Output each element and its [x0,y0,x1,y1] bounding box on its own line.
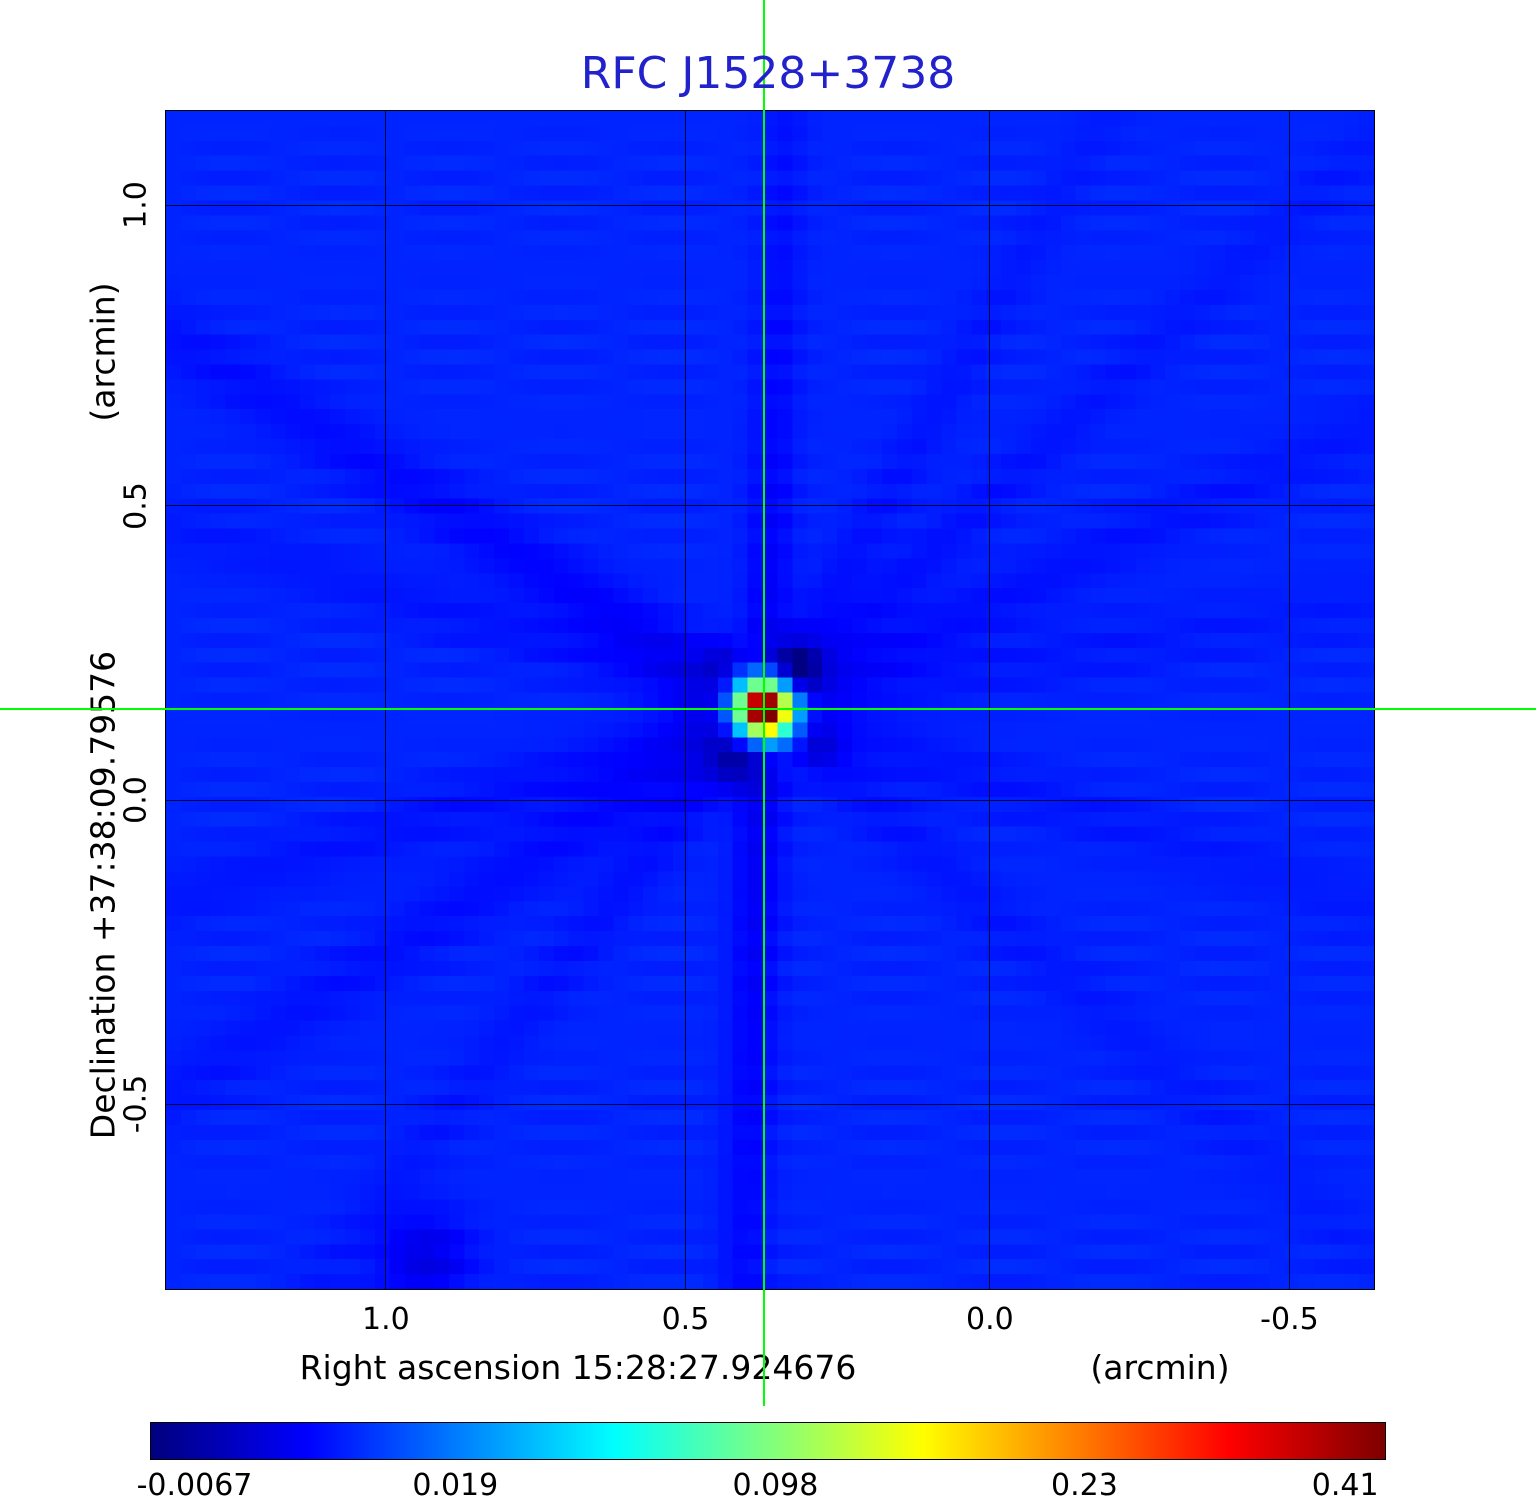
sky-map-plot [165,110,1375,1290]
crosshair-vertical-line [763,0,765,1406]
gridline-horizontal [166,799,1374,801]
y-axis-unit-label: (arcmin) [83,282,123,422]
colorbar-tick-label: 0.41 [1311,1468,1379,1503]
colorbar-tick-label: -0.0067 [136,1468,253,1503]
y-axis-label: Declination +37:38:09.79576 [83,650,123,1140]
x-tick-label: 0.0 [965,1302,1014,1337]
gridline-horizontal [166,1103,1374,1105]
colorbar-tick-label: 0.019 [412,1468,499,1503]
x-axis-unit-label: (arcmin) [1090,1348,1230,1387]
x-axis-label: Right ascension 15:28:27.924676 [299,1348,857,1387]
gridline-horizontal [166,204,1374,206]
gridline-horizontal [166,505,1374,507]
x-tick-label: 1.0 [361,1302,410,1337]
colorbar [150,1422,1386,1460]
colorbar-tick-label: 0.23 [1051,1468,1118,1503]
gridline-vertical [989,111,991,1289]
gridline-vertical [1288,111,1290,1289]
colorbar-tick-label: 0.098 [732,1468,819,1503]
y-tick-label: 0.5 [118,481,154,530]
x-tick-label: 0.5 [661,1302,710,1337]
x-tick-label: -0.5 [1260,1302,1319,1337]
y-tick-label: 0.0 [118,776,154,824]
y-tick-label: -0.5 [118,1074,154,1134]
intensity-map-canvas [166,111,1374,1289]
gridline-vertical [385,111,387,1289]
gridline-vertical [684,111,686,1289]
figure-title: RFC J1528+3738 [580,48,956,99]
y-tick-label: 1.0 [118,181,154,230]
crosshair-horizontal-line [0,708,1536,710]
